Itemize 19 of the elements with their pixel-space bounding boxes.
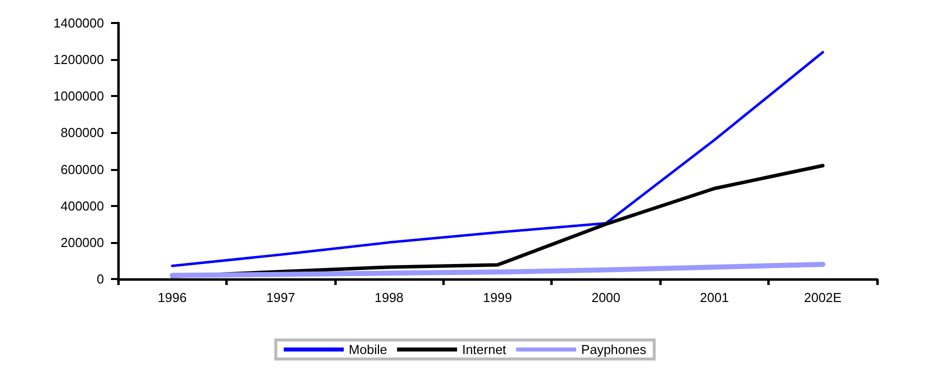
y-tick-label: 600000 [60, 162, 104, 177]
legend-label: Payphones [581, 342, 647, 357]
y-tick-label: 1000000 [53, 88, 104, 104]
x-tick-label: 1999 [483, 290, 512, 305]
legend-label: Internet [462, 342, 507, 357]
y-tick-label: 1200000 [53, 52, 104, 68]
x-tick-label: 2000 [591, 290, 620, 305]
x-tick-label: 2002E [804, 290, 842, 305]
x-tick-label: 1996 [158, 290, 187, 305]
y-tick-label: 800000 [60, 125, 104, 140]
legend-label: Mobile [348, 342, 388, 357]
x-tick-label: 2001 [700, 290, 729, 305]
y-tick-label: 1400000 [53, 16, 104, 30]
x-tick-label: 1998 [374, 290, 404, 305]
x-tick-label: 1997 [266, 290, 296, 305]
y-tick-label: 200000 [60, 234, 104, 250]
y-tick-label: 0 [96, 272, 104, 286]
line-series [170, 51, 824, 268]
y-tick-label: 400000 [60, 198, 104, 214]
